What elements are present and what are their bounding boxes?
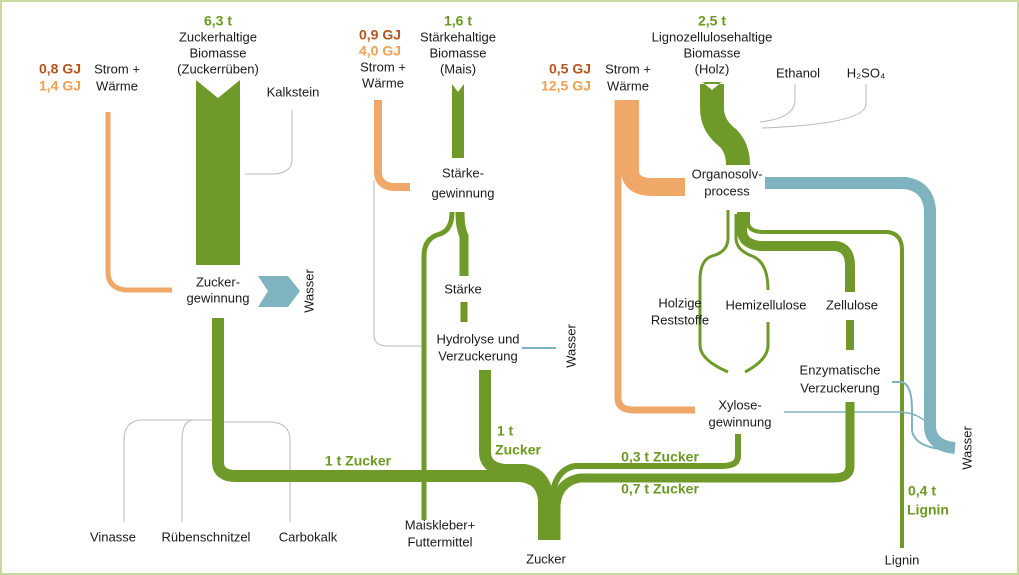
hemicellulose-flow <box>734 214 770 291</box>
energy-label: Wärme <box>96 78 138 93</box>
energy-flow <box>614 100 695 414</box>
byproduct-flow <box>181 419 218 522</box>
process: Hydrolyse und <box>436 331 519 346</box>
lignin: Lignin <box>885 552 920 567</box>
sugar-flow <box>479 370 554 540</box>
fraction: Holzige <box>658 295 701 310</box>
water-flow <box>765 177 956 454</box>
output: 0,7 t Zucker <box>621 481 699 497</box>
feedstock: Stärkehaltige <box>420 29 496 44</box>
biomass-flow <box>452 84 464 158</box>
process: Zucker- <box>196 274 240 289</box>
energy-label: Strom + <box>94 61 140 76</box>
process: Enzymatische <box>800 362 881 377</box>
process: gewinnung <box>187 290 250 305</box>
feedstock: (Mais) <box>440 61 476 76</box>
process: gewinnung <box>709 414 772 429</box>
process: Stärke- <box>442 165 484 180</box>
byproduct-flow <box>123 419 218 522</box>
input-flow <box>245 110 293 175</box>
sugar-flow <box>549 434 741 540</box>
cellulose-flow <box>737 212 855 292</box>
notch <box>700 80 724 90</box>
mass: 6,3 t <box>204 13 232 29</box>
output: 1 t Zucker <box>325 453 392 469</box>
water: Wasser <box>301 269 316 313</box>
input-flow <box>759 84 796 123</box>
flows <box>105 80 956 548</box>
energy: 0,8 GJ <box>39 61 81 77</box>
feedstock: (Zuckerrüben) <box>177 61 259 76</box>
byproduct-flow <box>421 211 455 520</box>
energy: 0,5 GJ <box>549 61 591 77</box>
sugar-flow <box>551 402 855 540</box>
byproduct: Maiskleber+ <box>405 517 475 532</box>
intermediate: Stärke <box>444 281 482 296</box>
process: Verzuckerung <box>800 380 880 395</box>
energy-flow <box>105 112 172 293</box>
energy: 1,4 GJ <box>39 78 81 94</box>
lignin-flow <box>746 212 904 548</box>
energy-flow <box>621 100 685 196</box>
water: Wasser <box>563 324 578 368</box>
energy-label: Wärme <box>362 75 404 90</box>
feedstock: Lignozellulosehaltige <box>652 29 773 44</box>
fraction: Zellulose <box>826 297 878 312</box>
byproduct-flow <box>218 421 291 522</box>
water-flow <box>892 381 951 451</box>
energy-label: Strom + <box>605 61 651 76</box>
output: Zucker <box>495 442 541 458</box>
water-flow <box>784 411 936 441</box>
lignin-amount: 0,4 t <box>908 483 936 499</box>
byproduct: Carbokalk <box>279 529 338 544</box>
biomass-flow <box>196 80 240 265</box>
feedstock: (Holz) <box>695 61 730 76</box>
input: Kalkstein <box>267 84 320 99</box>
lignin-amount: Lignin <box>907 502 949 518</box>
mass: 1,6 t <box>444 13 472 29</box>
feedstock: Zuckerhaltige <box>179 29 257 44</box>
energy: 12,5 GJ <box>541 78 591 94</box>
byproduct: Rübenschnitzel <box>162 529 251 544</box>
water: Wasser <box>959 426 974 470</box>
energy-flow <box>373 180 425 347</box>
mass: 2,5 t <box>698 13 726 29</box>
fraction: Reststoffe <box>651 312 709 327</box>
fraction: Hemizellulose <box>726 297 807 312</box>
process: process <box>704 183 750 198</box>
energy-label: Strom + <box>360 59 406 74</box>
input: H₂SO₄ <box>847 65 886 80</box>
byproduct: Vinasse <box>90 529 136 544</box>
output: 1 t <box>497 423 514 439</box>
hemicellulose-flow <box>744 322 770 374</box>
biomass-flow <box>700 82 750 166</box>
process: Xylose- <box>718 397 761 412</box>
byproduct: Futtermittel <box>407 534 472 549</box>
energy-label: Wärme <box>607 78 649 93</box>
input-flow <box>761 84 867 129</box>
input: Ethanol <box>776 65 820 80</box>
process: Organosolv- <box>692 166 763 181</box>
labels: 6,3 t Zuckerhaltige Biomasse (Zuckerrübe… <box>39 13 974 568</box>
water-flow <box>258 276 300 307</box>
energy-flow <box>374 100 410 191</box>
process: Verzuckerung <box>438 348 518 363</box>
energy: 0,9 GJ <box>359 27 401 43</box>
feedstock: Biomasse <box>189 45 246 60</box>
starch-flow <box>455 211 469 276</box>
feedstock: Biomasse <box>429 45 486 60</box>
process: gewinnung <box>432 185 495 200</box>
output: 0,3 t Zucker <box>621 449 699 465</box>
product: Zucker <box>526 551 566 566</box>
feedstock: Biomasse <box>683 45 740 60</box>
energy: 4,0 GJ <box>359 43 401 59</box>
residue-flow <box>698 210 730 374</box>
